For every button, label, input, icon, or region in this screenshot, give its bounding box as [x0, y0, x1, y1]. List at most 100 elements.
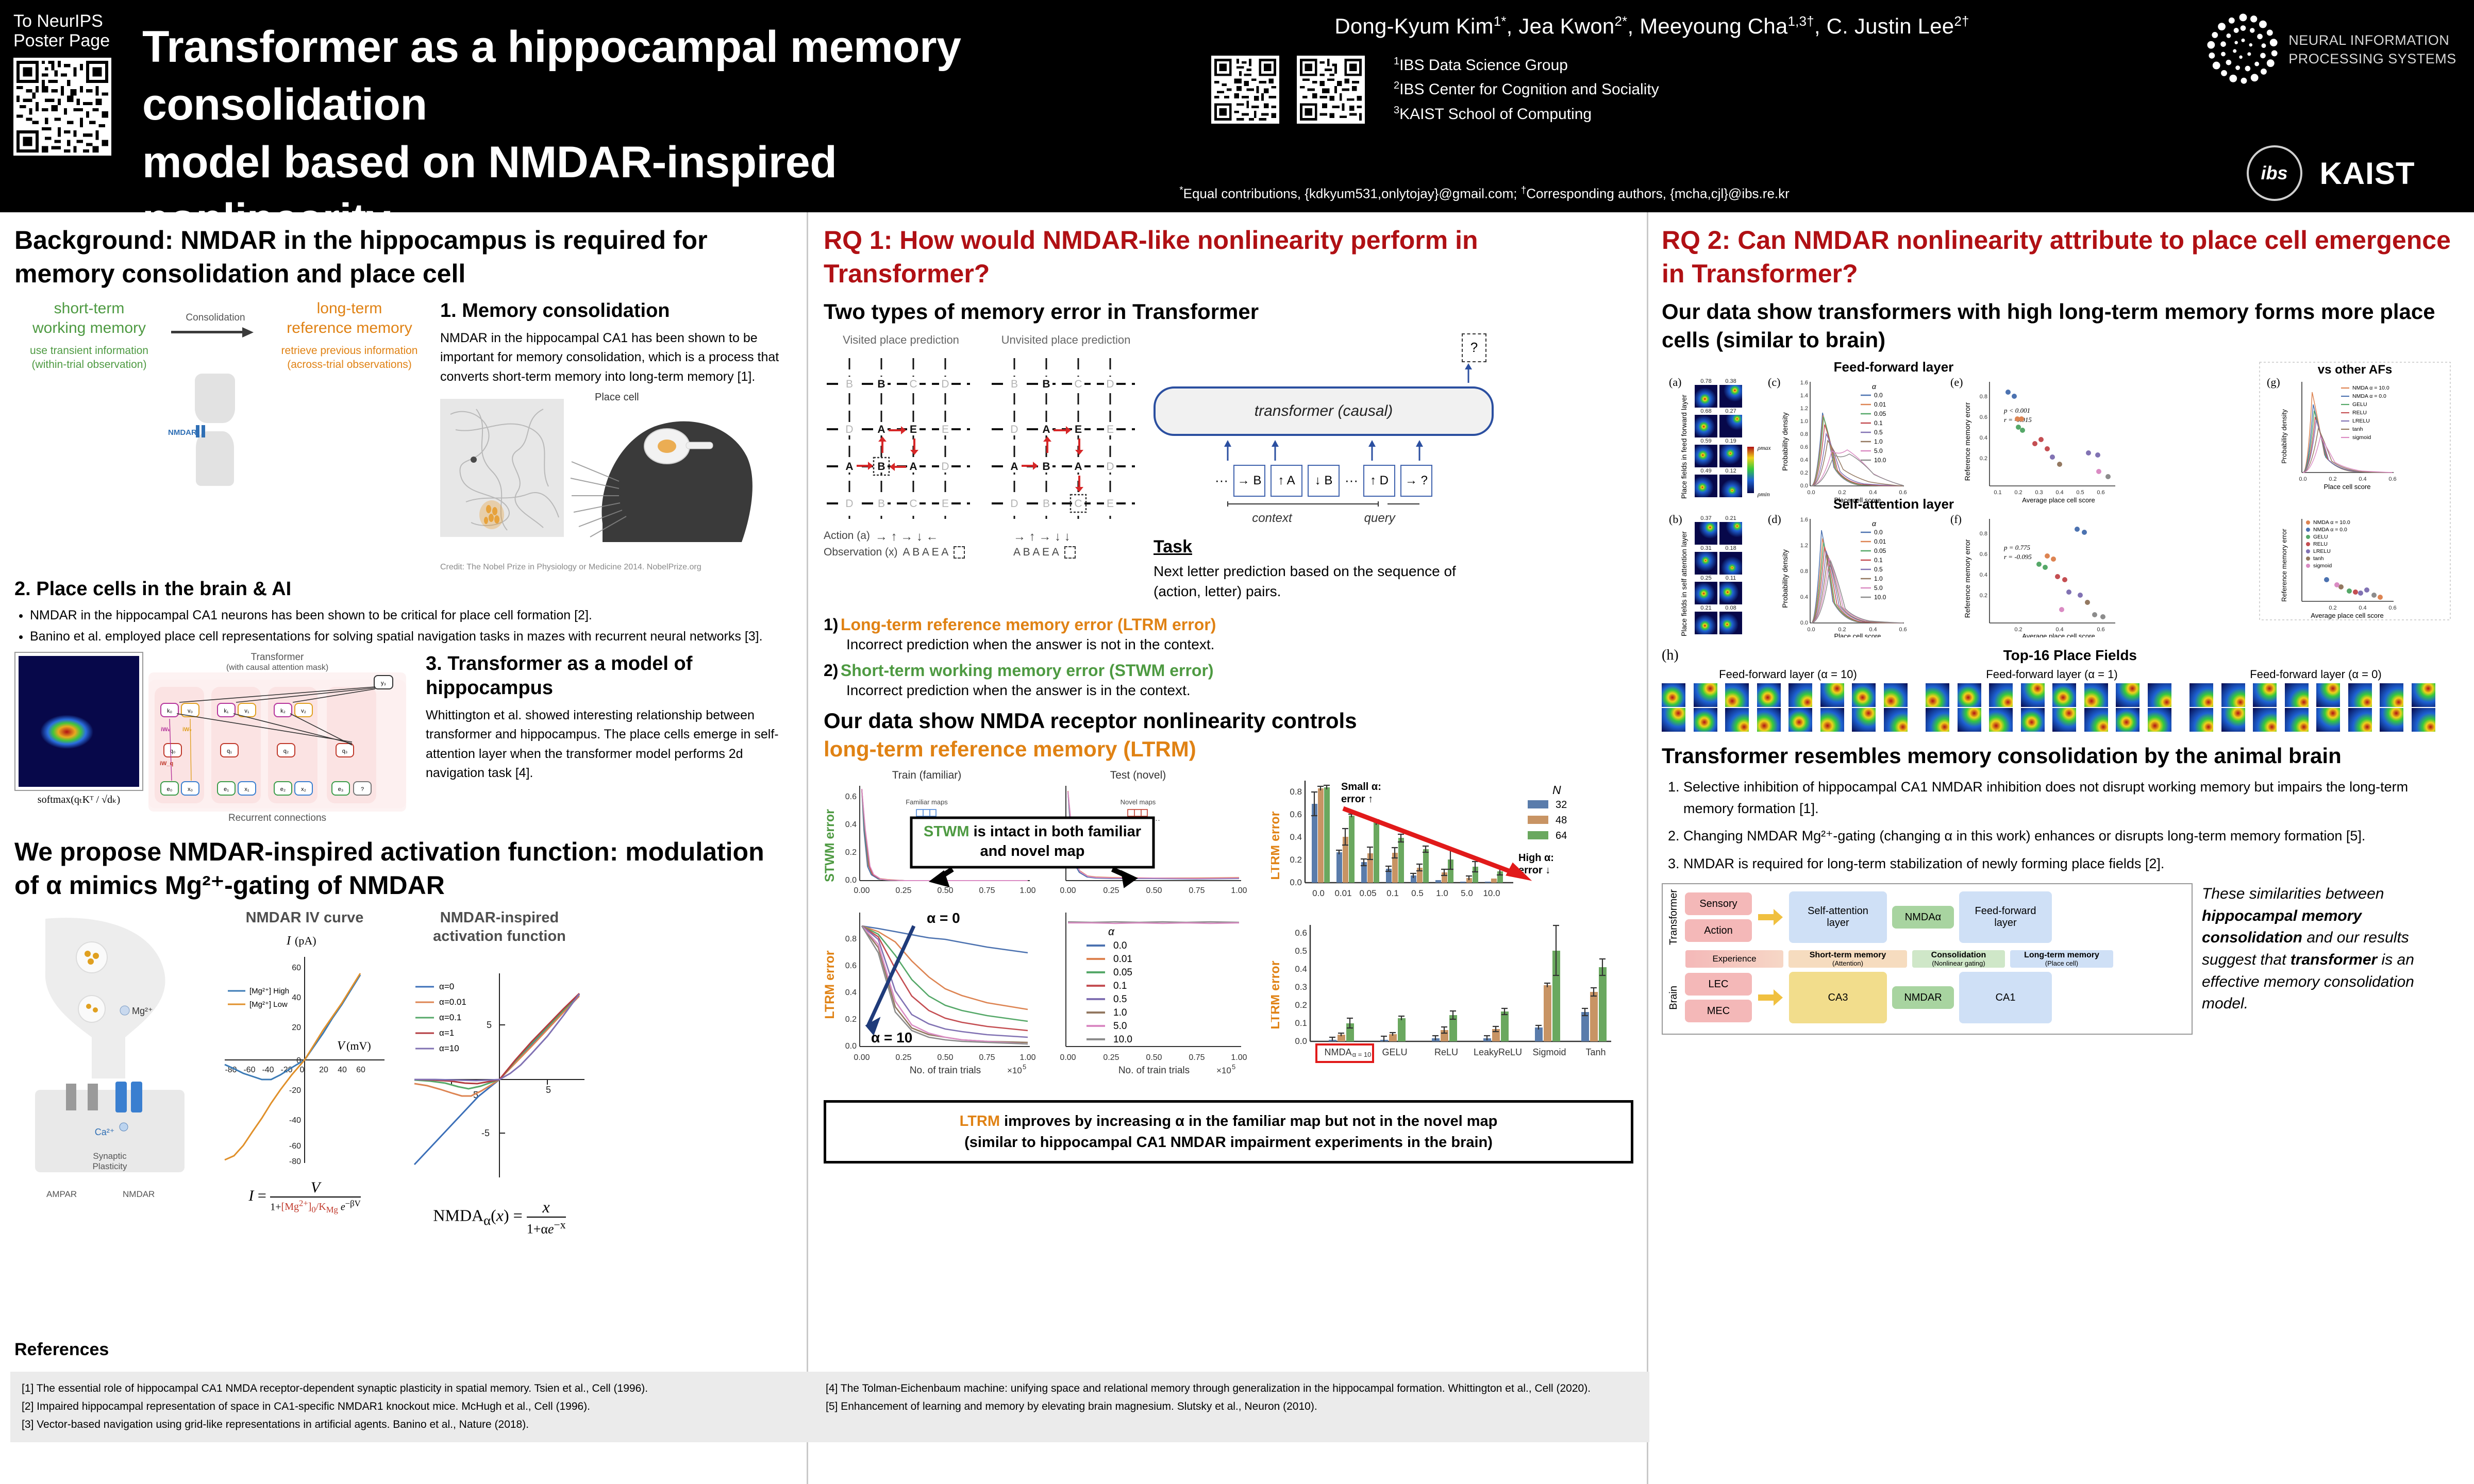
- svg-text:0.0: 0.0: [845, 1042, 857, 1051]
- svg-text:y₃: y₃: [381, 680, 386, 686]
- svg-text:A: A: [1042, 424, 1050, 435]
- svg-text:0.2: 0.2: [845, 1015, 857, 1024]
- poster-title-block: Transformer as a hippocampal memory cons…: [134, 0, 1057, 244]
- iv-chart-title: NMDAR IV curve: [245, 909, 364, 926]
- ltrm-callout-line2: (similar to hippocampal CA1 NMDAR impair…: [964, 1134, 1493, 1151]
- rq1-figure-group: Train (familiar) STWM error 0.0 0.2 0.4 0.6…: [824, 768, 1633, 1098]
- block-nmdar-alpha: NMDAα: [1892, 906, 1954, 929]
- block-mec: MEC: [1685, 1000, 1752, 1023]
- token-box-3: ↓ B: [1308, 464, 1340, 497]
- svg-text:α=0.1: α=0.1: [439, 1013, 461, 1022]
- svg-text:0.2: 0.2: [2329, 605, 2336, 611]
- svg-text:0.0: 0.0: [1312, 888, 1325, 898]
- svg-text:A: A: [1010, 461, 1018, 473]
- svg-text:0.6: 0.6: [2097, 490, 2104, 496]
- token-ellipsis-mid: ···: [1345, 473, 1358, 488]
- svg-text:0.11: 0.11: [1726, 575, 1736, 581]
- svg-text:D: D: [1106, 378, 1114, 390]
- svg-text:Reference memory erorr: Reference memory erorr: [1963, 402, 1971, 481]
- background-section-title: Background: NMDAR in the hippocampus is …: [14, 226, 708, 288]
- svg-text:0.12: 0.12: [1725, 468, 1736, 474]
- place-cell-caption: Place cell: [595, 392, 639, 403]
- svg-text:Reference memory error: Reference memory error: [1963, 539, 1971, 618]
- svg-text:LRELU: LRELU: [2313, 548, 2331, 554]
- svg-text:0.00: 0.00: [854, 1053, 870, 1062]
- svg-text:0.6: 0.6: [1800, 444, 1808, 450]
- ltrm-bar-charts: LTRM error 0.0 0.2 0.4 0.6 0.8 0.0 0.01 0.05 0.…: [1271, 781, 1611, 1064]
- svg-text:5.0: 5.0: [1113, 1021, 1127, 1032]
- svg-text:0.2: 0.2: [1980, 456, 1987, 462]
- svg-text:Test (novel): Test (novel): [1110, 769, 1166, 781]
- svg-text:0.1: 0.1: [1874, 556, 1883, 564]
- code-qr-code[interactable]: [1297, 56, 1365, 124]
- svg-text:1.00: 1.00: [1231, 886, 1247, 895]
- svg-text:0.05: 0.05: [1874, 547, 1886, 554]
- visited-grid-diagram: B C D D E D D B C E B: [827, 358, 970, 519]
- poster-header: To NeurIPS Poster Page: [0, 0, 2474, 244]
- svg-text:1.00: 1.00: [1231, 1053, 1247, 1062]
- action-label-left: Action (a): [824, 529, 870, 542]
- svg-text:C: C: [909, 378, 917, 390]
- transformer-schematic: k₀ v₀ k₁ v₁ k₂ v₂ q₀ q₁ q₂ q₃: [148, 672, 406, 812]
- svg-text:1.6: 1.6: [1800, 380, 1808, 386]
- svg-text:α = 10: α = 10: [1352, 1051, 1372, 1058]
- item1-heading: 1. Memory consolidation: [440, 300, 670, 322]
- svg-text:D: D: [1106, 461, 1114, 473]
- neurips-poster-qr-code[interactable]: [13, 58, 111, 156]
- svg-text:D: D: [1010, 498, 1018, 510]
- reference-2: [2] Impaired hippocampal representation …: [22, 1400, 591, 1412]
- svg-text:0.21: 0.21: [1700, 605, 1711, 611]
- svg-text:ρmax: ρmax: [1757, 444, 1771, 451]
- svg-text:40: 40: [338, 1066, 347, 1074]
- svg-text:GELU: GELU: [2313, 534, 2328, 540]
- svg-text:0.08: 0.08: [1725, 605, 1736, 611]
- task-body: Next letter prediction based on the sequ…: [1154, 563, 1456, 600]
- observation-sequence-right: A B A E A: [1013, 546, 1059, 558]
- svg-text:Place fields in self attention: Place fields in self attention layer: [1680, 531, 1688, 636]
- svg-text:Synaptic: Synaptic: [93, 1151, 127, 1161]
- svg-text:V: V: [337, 1039, 346, 1053]
- svg-text:iW_q: iW_q: [160, 761, 173, 767]
- panel-label-f: (f): [1950, 513, 1962, 526]
- rq1-subtitle: Two types of memory error in Transformer: [824, 299, 1259, 324]
- svg-text:Reference memory error: Reference memory error: [2280, 529, 2288, 602]
- synapse-receptor-illustration: Mg²⁺ Ca²⁺ Synaptic Plasticity AMPAR NMDA…: [14, 908, 205, 1228]
- error2-number: 2): [824, 661, 839, 680]
- svg-text:5: 5: [546, 1085, 551, 1095]
- svg-text:Average place cell score: Average place cell score: [2022, 496, 2095, 504]
- svg-text:1.4: 1.4: [1800, 393, 1808, 399]
- paper-qr-code[interactable]: [1211, 56, 1279, 124]
- svg-text:0.6: 0.6: [845, 792, 857, 801]
- svg-text:B: B: [1043, 498, 1050, 510]
- action-sequence-left: → ↑ → ↓ ←: [875, 529, 939, 544]
- error2-title: Short-term working memory error (STWM er…: [840, 661, 1214, 680]
- affiliation-list: 1IBS Data Science Group 2IBS Center for …: [1394, 53, 1659, 126]
- kaist-logo: KAIST: [2319, 156, 2415, 191]
- ltrm-callout-line1: improves by increasing α in the familiar…: [1000, 1113, 1498, 1130]
- svg-text:1.0: 1.0: [1436, 888, 1448, 898]
- svg-text:0.4: 0.4: [1290, 832, 1302, 842]
- item1-body: NMDAR in the hippocampal CA1 has been sh…: [440, 330, 779, 384]
- svg-text:(pA): (pA): [295, 934, 316, 947]
- conclusion-title: Transformer resembles memory consolidati…: [1662, 744, 2342, 768]
- place-cell-credit: Credit: The Nobel Prize in Physiology or…: [440, 563, 701, 571]
- consolidation-arrow-icon: [169, 327, 262, 338]
- ff-layer-title: Feed-forward layer: [1834, 359, 1954, 375]
- svg-text:Plasticity: Plasticity: [92, 1161, 127, 1171]
- vs-other-afs-title: vs other AFs: [2318, 363, 2392, 377]
- svg-text:0.01: 0.01: [1874, 538, 1886, 545]
- highlight-nmda-box: [1315, 1043, 1374, 1064]
- svg-text:0.19: 0.19: [1725, 438, 1736, 444]
- svg-text:0.2: 0.2: [1800, 470, 1808, 476]
- svg-text:Sigmoid: Sigmoid: [1532, 1047, 1566, 1057]
- svg-text:α: α: [1108, 926, 1115, 938]
- transformer-fig-title: Transformer: [250, 651, 304, 663]
- svg-text:k₁: k₁: [224, 708, 229, 714]
- svg-text:error ↑: error ↑: [1341, 794, 1373, 805]
- svg-text:RELU: RELU: [2352, 410, 2367, 416]
- iv-formula: I = V 1+[Mg2+]0/KMg e−βV: [248, 1178, 361, 1215]
- svg-text:0.4: 0.4: [1980, 435, 1987, 441]
- svg-text:0.1: 0.1: [1295, 1018, 1307, 1028]
- svg-text:-5: -5: [481, 1128, 490, 1138]
- svg-text:0.1: 0.1: [1994, 490, 2001, 496]
